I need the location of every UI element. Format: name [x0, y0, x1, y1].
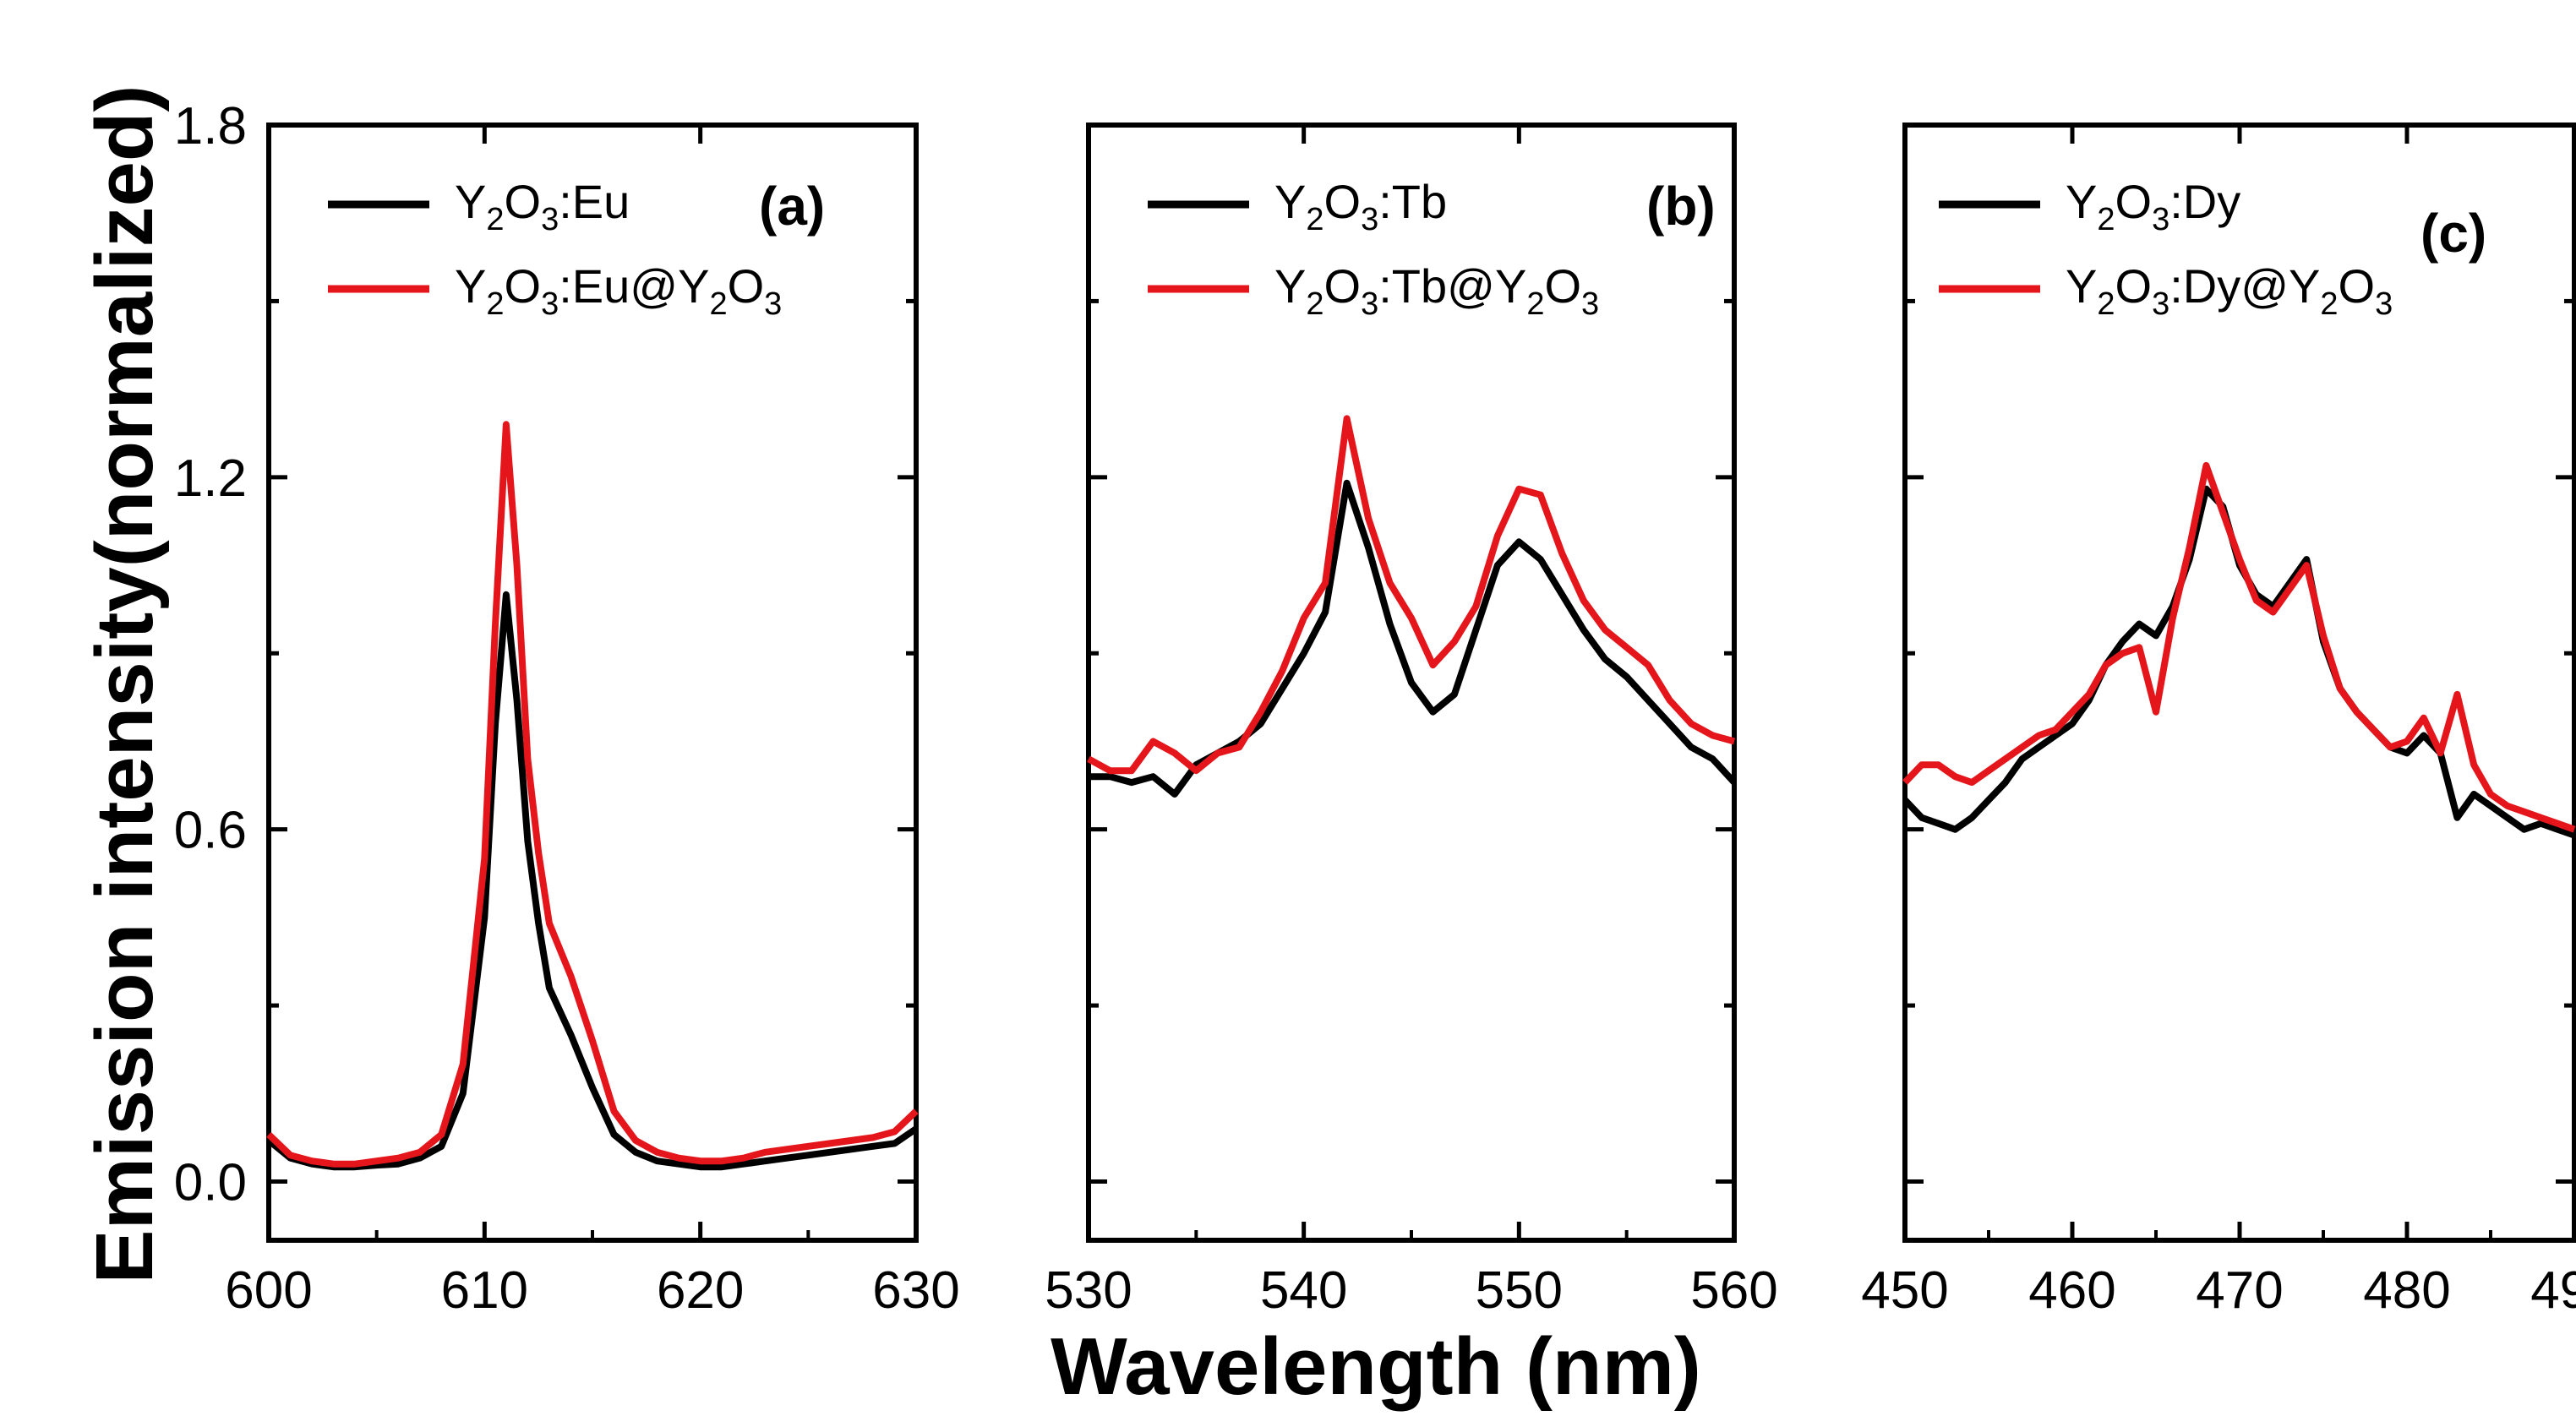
- series-line-bare: [1902, 485, 2576, 839]
- panel-c: 450 460 470 480 490 Y2O3:Dy Y2O3:Dy@Y2O3 (c): [1861, 123, 2576, 1320]
- x-tick-label: 460: [2028, 1261, 2115, 1320]
- series-line-coated: [1902, 461, 2576, 833]
- x-tick-label: 450: [1861, 1261, 1948, 1320]
- panels: 600 610 620 630 0.0 0.6 1.2 1.8 Y2O3:Eu Y2O3:Eu@Y…: [174, 97, 2576, 1320]
- panel-label: (a): [759, 176, 825, 237]
- panel-label: (c): [2420, 203, 2486, 264]
- x-tick-label: 630: [872, 1261, 959, 1320]
- panel-b: 530 540 550 560 Y2O3:Tb Y2O3:Tb@Y2O3 (b): [1045, 123, 1778, 1320]
- y-tick-label: 0.0: [174, 1154, 247, 1212]
- x-tick-label: 530: [1045, 1261, 1132, 1320]
- series-line-bare: [1089, 479, 1737, 798]
- x-tick-label: 490: [2530, 1261, 2576, 1320]
- x-tick-label: 560: [1690, 1261, 1777, 1320]
- x-tick-label: 620: [657, 1261, 744, 1320]
- series-line-coated: [1087, 415, 1736, 775]
- legend-label: Y2O3:Eu: [455, 175, 630, 237]
- legend-label: Y2O3:Eu@Y2O3: [455, 259, 782, 322]
- y-tick-label: 1.2: [174, 449, 247, 508]
- y-tick-label: 1.8: [174, 97, 247, 155]
- x-tick-label: 470: [2196, 1261, 2283, 1320]
- legend-label: Y2O3:Dy: [2066, 175, 2240, 237]
- series-line-bare: [266, 591, 919, 1171]
- x-tick-label: 610: [441, 1261, 528, 1320]
- series-line-coated: [266, 421, 919, 1168]
- legend-label: Y2O3:Tb@Y2O3: [1274, 259, 1599, 322]
- y-axis-title: Emission intensity(normalized): [79, 85, 170, 1284]
- legend-label: Y2O3:Dy@Y2O3: [2066, 259, 2393, 322]
- x-tick-label: 550: [1476, 1261, 1563, 1320]
- legend-label: Y2O3:Tb: [1274, 175, 1447, 237]
- x-tick-label: 540: [1260, 1261, 1347, 1320]
- panel-a: 600 610 620 630 0.0 0.6 1.2 1.8 Y2O3:Eu Y2O3:Eu@Y…: [174, 97, 960, 1320]
- y-tick-label: 0.6: [174, 802, 247, 860]
- x-tick-label: 600: [225, 1261, 312, 1320]
- x-axis-title: Wavelength (nm): [1051, 1321, 1701, 1412]
- x-tick-label: 480: [2363, 1261, 2450, 1320]
- panel-label: (b): [1646, 176, 1716, 237]
